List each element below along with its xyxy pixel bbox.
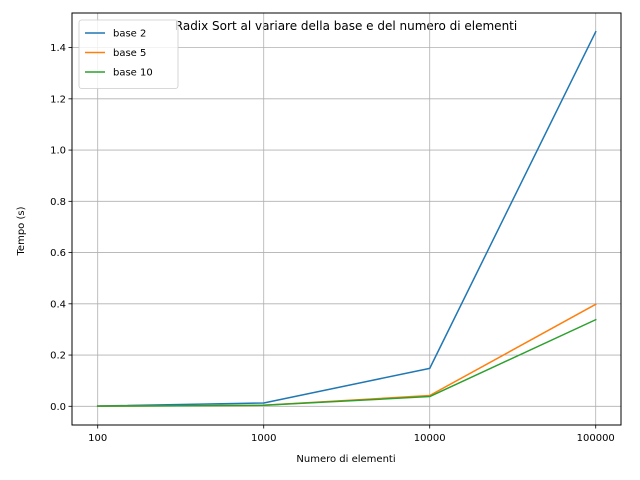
legend-label: base 10 xyxy=(113,68,153,79)
legend: base 2 base 5 base 10 xyxy=(78,19,179,89)
y-tick-label: 1.4 xyxy=(50,43,66,54)
legend-label: base 5 xyxy=(113,48,146,59)
series-line-base-10 xyxy=(96,318,597,407)
y-axis-ticks: 0.0 0.2 0.4 0.6 0.8 1.0 1.2 1.4 xyxy=(50,43,72,413)
y-tick-label: 1.2 xyxy=(50,94,66,105)
chart-title: Radix Sort al variare della base e del n… xyxy=(175,19,517,33)
x-tick-label: 100 xyxy=(88,433,107,444)
x-tick-label: 100000 xyxy=(577,433,615,444)
y-tick-label: 0.2 xyxy=(50,351,66,362)
series-line-base-2 xyxy=(96,30,597,407)
y-tick-label: 0.0 xyxy=(50,402,66,413)
y-axis-label: Tempo (s) xyxy=(16,206,27,256)
y-tick-label: 0.6 xyxy=(50,248,66,259)
x-tick-label: 10000 xyxy=(414,433,446,444)
x-tick-label: 1000 xyxy=(251,433,276,444)
legend-label: base 2 xyxy=(113,29,146,40)
y-tick-label: 1.0 xyxy=(50,146,66,157)
x-axis-label: Numero di elementi xyxy=(296,454,395,465)
series-lines xyxy=(96,30,597,407)
y-tick-label: 0.4 xyxy=(50,299,66,310)
y-tick-label: 0.8 xyxy=(50,197,66,208)
x-axis-ticks: 100 1000 10000 100000 xyxy=(88,425,615,444)
plot-frame xyxy=(71,12,622,426)
